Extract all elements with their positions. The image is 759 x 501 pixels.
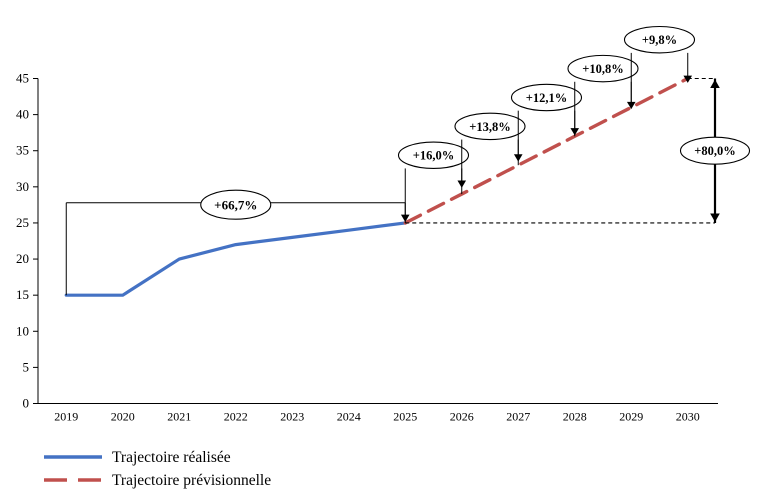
svg-text:15: 15 bbox=[16, 287, 29, 302]
svg-text:+13,8%: +13,8% bbox=[469, 120, 511, 134]
svg-text:30: 30 bbox=[16, 179, 29, 194]
svg-text:+9,8%: +9,8% bbox=[642, 33, 677, 47]
svg-text:2021: 2021 bbox=[167, 410, 191, 424]
svg-text:2028: 2028 bbox=[563, 410, 587, 424]
svg-text:Trajectoire réalisée: Trajectoire réalisée bbox=[112, 449, 231, 466]
svg-text:+10,8%: +10,8% bbox=[582, 62, 624, 76]
svg-text:10: 10 bbox=[16, 323, 29, 338]
svg-text:Trajectoire prévisionnelle: Trajectoire prévisionnelle bbox=[112, 472, 271, 489]
svg-text:2023: 2023 bbox=[280, 410, 304, 424]
svg-text:+80,0%: +80,0% bbox=[694, 144, 736, 158]
svg-text:20: 20 bbox=[16, 251, 29, 266]
svg-text:+16,0%: +16,0% bbox=[413, 149, 455, 163]
svg-text:45: 45 bbox=[16, 71, 29, 86]
svg-text:+66,7%: +66,7% bbox=[214, 197, 257, 212]
svg-text:2025: 2025 bbox=[393, 410, 417, 424]
svg-text:40: 40 bbox=[16, 107, 29, 122]
svg-text:2027: 2027 bbox=[506, 410, 530, 424]
svg-text:2020: 2020 bbox=[111, 410, 135, 424]
svg-text:2024: 2024 bbox=[337, 410, 361, 424]
svg-text:2029: 2029 bbox=[619, 410, 643, 424]
svg-text:+12,1%: +12,1% bbox=[526, 91, 568, 105]
svg-text:0: 0 bbox=[23, 396, 30, 411]
svg-text:35: 35 bbox=[16, 143, 29, 158]
svg-text:2030: 2030 bbox=[676, 410, 700, 424]
svg-text:2022: 2022 bbox=[224, 410, 248, 424]
svg-text:2026: 2026 bbox=[450, 410, 474, 424]
svg-text:2019: 2019 bbox=[54, 410, 78, 424]
svg-text:25: 25 bbox=[16, 215, 29, 230]
svg-text:5: 5 bbox=[23, 359, 30, 374]
